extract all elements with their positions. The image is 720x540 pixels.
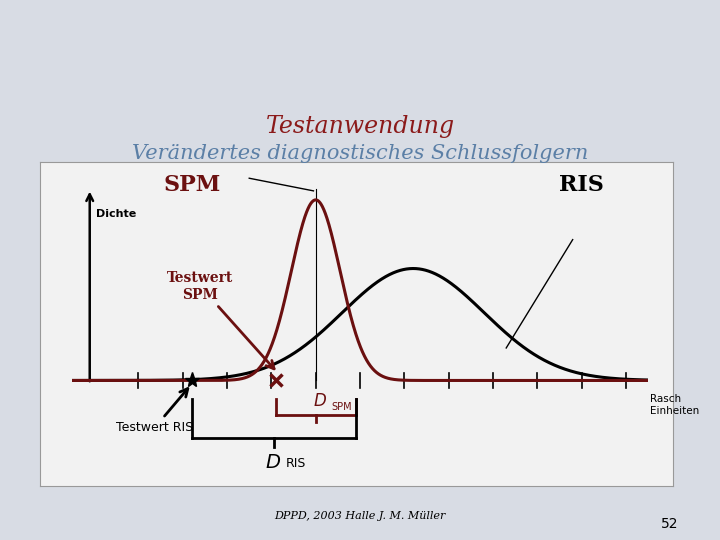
Text: Dichte: Dichte	[96, 210, 137, 219]
Text: SPM: SPM	[163, 174, 220, 197]
Text: $D$: $D$	[265, 453, 281, 471]
Text: RIS: RIS	[286, 457, 307, 470]
Text: Testwert
SPM: Testwert SPM	[167, 272, 274, 369]
Text: DPPD, 2003 Halle J. M. Müller: DPPD, 2003 Halle J. M. Müller	[274, 511, 446, 521]
Text: Testwert RIS: Testwert RIS	[117, 389, 194, 434]
Text: Testanwendung: Testanwendung	[266, 116, 454, 138]
Text: Verändertes diagnostisches Schlussfolgern: Verändertes diagnostisches Schlussfolger…	[132, 144, 588, 164]
Text: Rasch
Einheiten: Rasch Einheiten	[650, 394, 699, 416]
Text: 52: 52	[661, 517, 678, 531]
Text: $D$: $D$	[313, 392, 328, 410]
Text: SPM: SPM	[331, 402, 352, 411]
Text: RIS: RIS	[559, 174, 604, 197]
